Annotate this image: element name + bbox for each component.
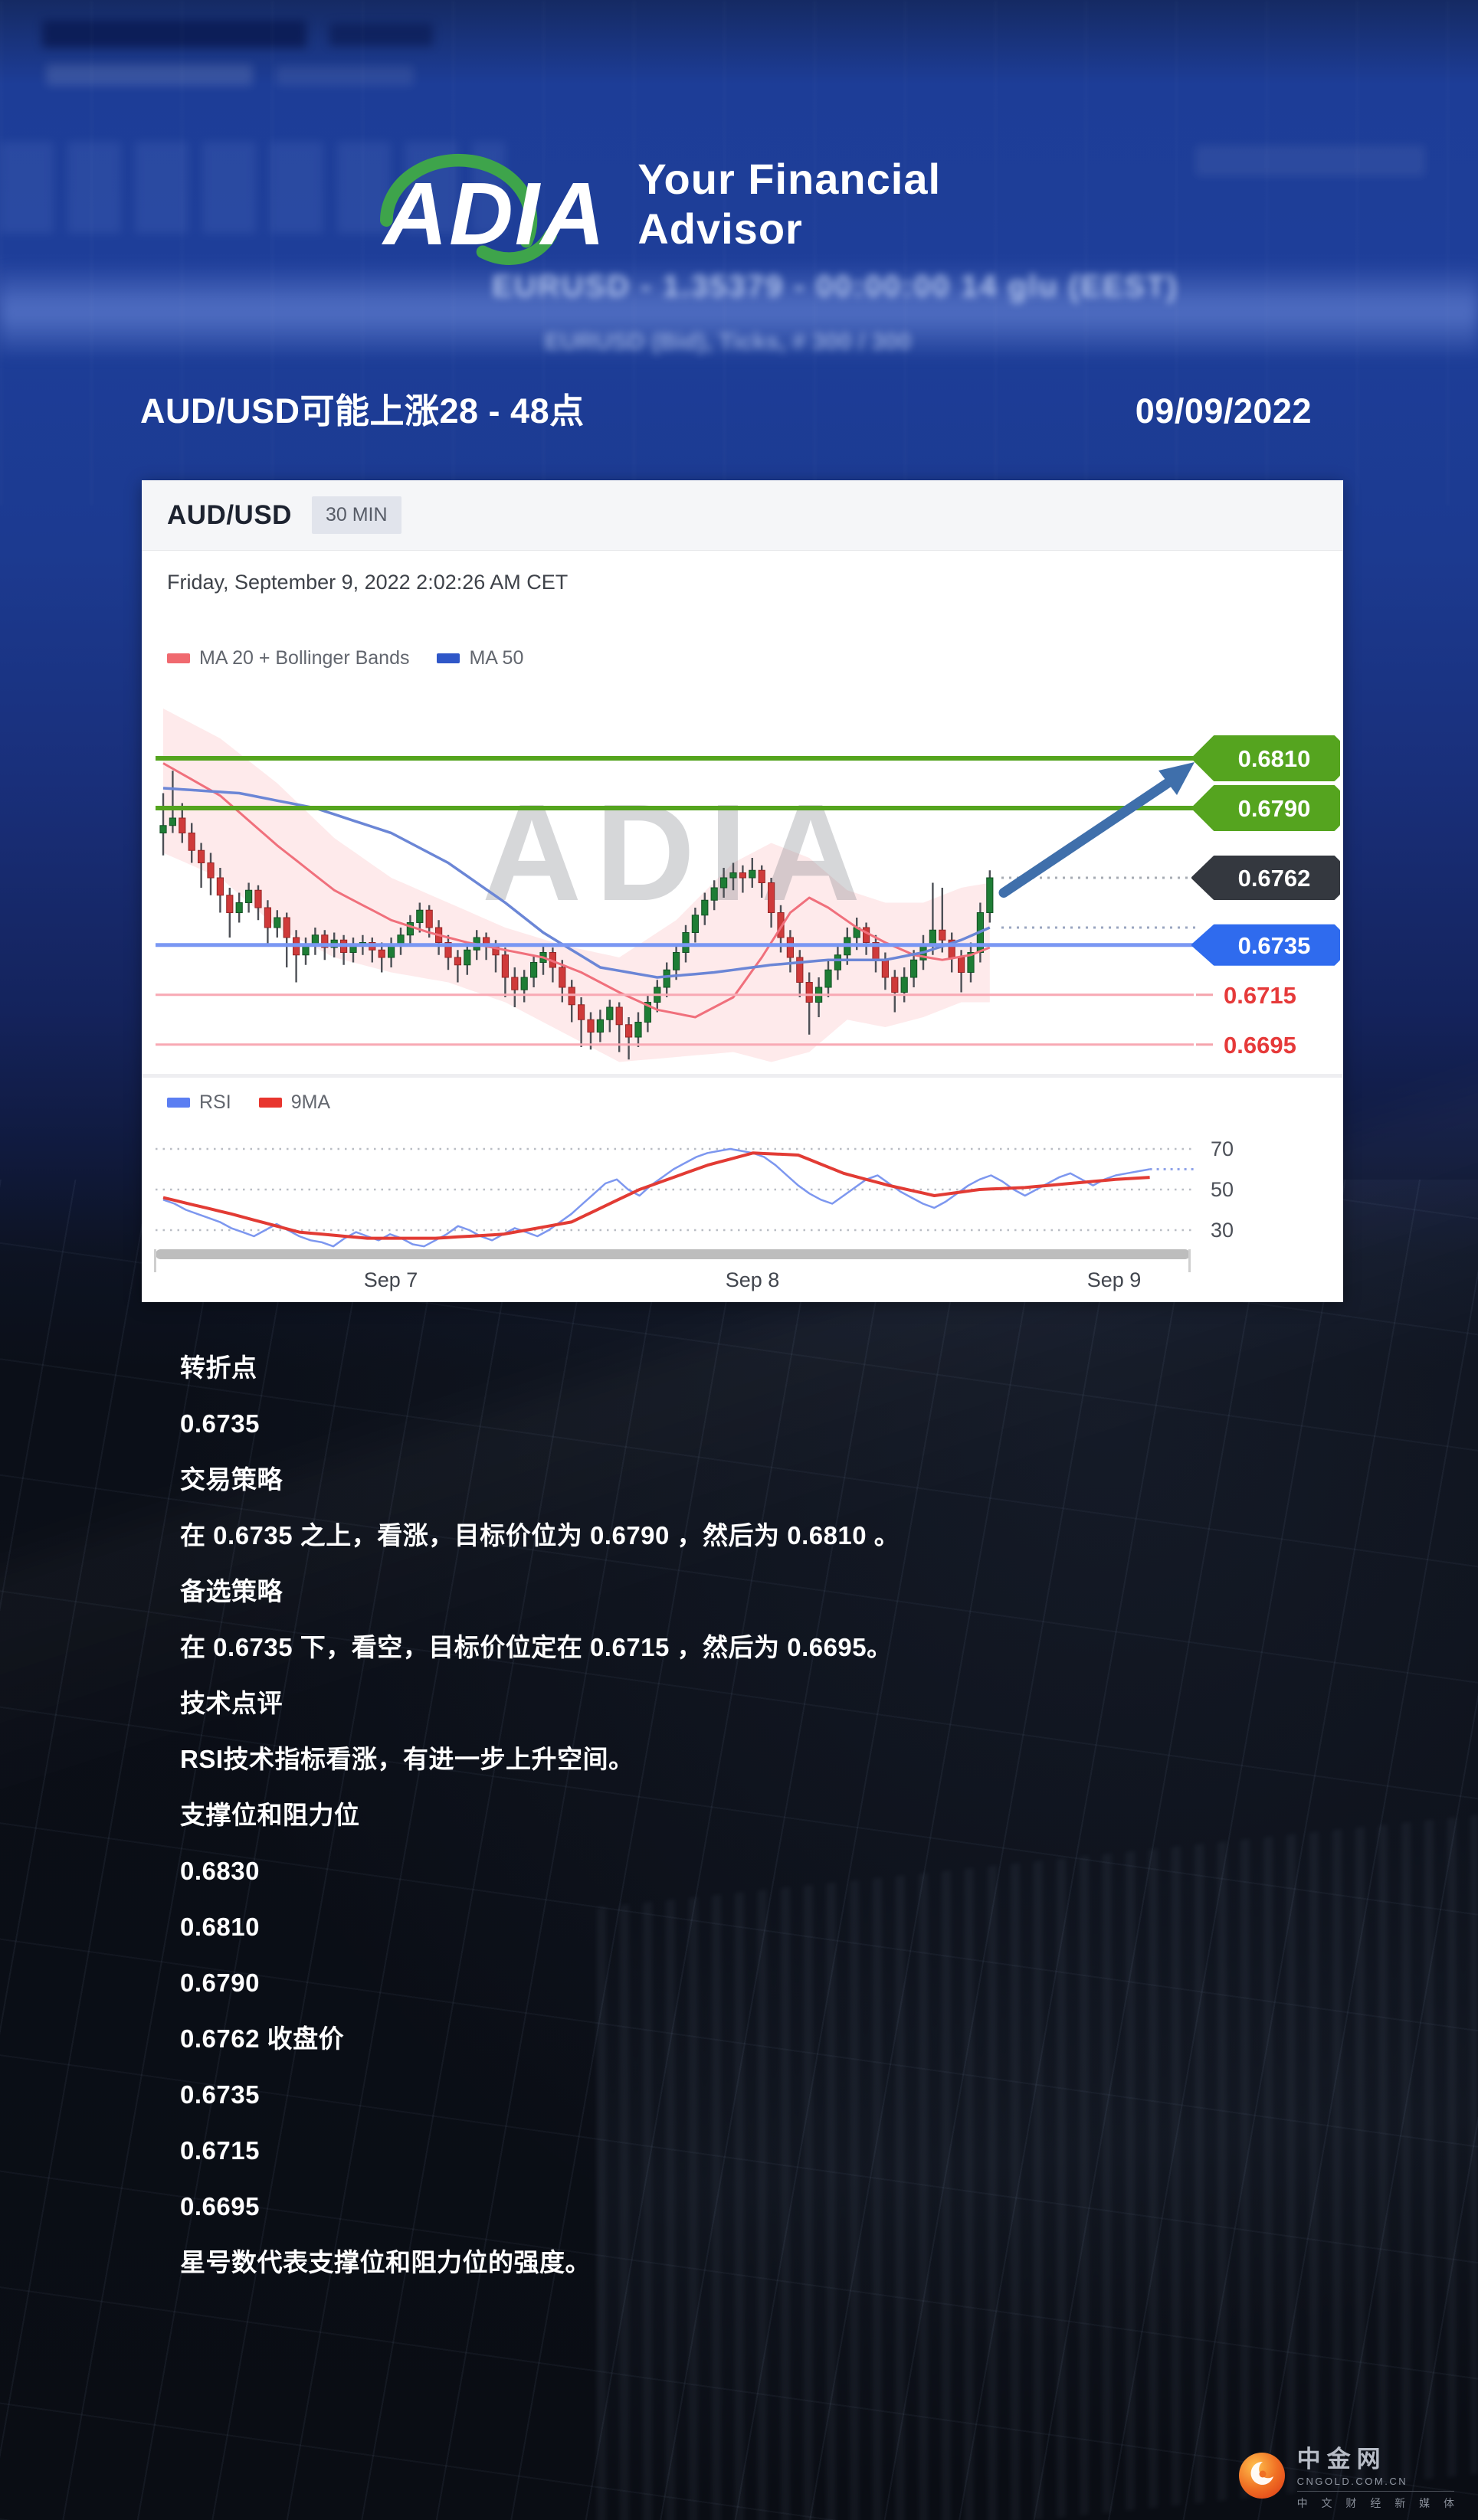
svg-text:Sep 8: Sep 8 [726, 1268, 780, 1291]
legend-item-rsi: RSI [167, 1091, 231, 1114]
bg-blurred-quote-line-1: EURUSD - 1.35379 - 00:00:00 14 glu (EEST… [492, 270, 1178, 303]
footer-brand: 中金网 CNGOLD.COM.CN 中 文 财 经 新 媒 体 [1237, 2440, 1460, 2511]
analysis-text: 转折点 0.6735 交易策略在 0.6735 之上，看涨，目标价位为 0.6790… [180, 1354, 900, 2276]
brand-tagline: Your Financial Advisor [637, 154, 942, 253]
ma9-swatch-icon [258, 1098, 282, 1108]
analysis-line: 星号数代表支撑位和阻力位的强度。 [180, 2248, 591, 2276]
analysis-line: 在 0.6735 之上，看涨，目标价位为 0.6790 ，然后为 0.6810 … [180, 1521, 900, 1550]
chart-scrollbar[interactable] [156, 1249, 1190, 1259]
legend-label: 9MA [290, 1091, 331, 1113]
legend-label: RSI [199, 1091, 231, 1113]
background-trading-photo [0, 1180, 1478, 2520]
cngold-logo-icon [1238, 2452, 1285, 2499]
background-quote-tags [0, 142, 506, 234]
symbol-label: AUD/USD [167, 499, 292, 530]
chart-panel: AUD/USD 30 MIN Friday, September 9, 2022… [142, 480, 1343, 1302]
rsi-legend: RSI 9MA [167, 1091, 330, 1114]
footer-brand-domain: CNGOLD.COM.CN [1296, 2476, 1408, 2487]
svg-text:30: 30 [1211, 1219, 1234, 1242]
svg-text:0.6715: 0.6715 [1224, 982, 1296, 1009]
analysis-line: 0.6735 [180, 1409, 260, 1438]
analysis-line: 0.6715 [180, 2136, 260, 2165]
analysis-line: 交易策略 [180, 1465, 283, 1494]
legend-label: MA 20 + Bollinger Bands [199, 647, 410, 669]
background-column-streaks [0, 0, 1478, 506]
footer-brand-divider [1296, 2491, 1454, 2492]
footer-brand-tagline: 中 文 财 经 新 媒 体 [1296, 2497, 1460, 2509]
chart-panel-header: AUD/USD 30 MIN [142, 480, 1343, 551]
analysis-line: 0.6810 [180, 1913, 260, 1941]
legend-item-ma20-bollinger: MA 20 + Bollinger Bands [167, 647, 409, 669]
analysis-line: RSI技术指标看涨，有进一步上升空间。 [180, 1745, 634, 1773]
legend-item-ma50: MA 50 [437, 647, 523, 669]
ma20-swatch-icon [167, 653, 190, 663]
analysis-line: 转折点 [180, 1353, 257, 1382]
watermark: ADIA [482, 776, 874, 930]
svg-text:0.6735: 0.6735 [1238, 932, 1311, 959]
scrollbar-right-tick [1188, 1249, 1191, 1272]
svg-text:Sep 9: Sep 9 [1087, 1268, 1142, 1291]
analysis-line: 0.6762 收盘价 [180, 2024, 345, 2053]
chart-timestamp: Friday, September 9, 2022 2:02:26 AM CET [167, 571, 569, 594]
rsi-swatch-icon [167, 1098, 190, 1108]
analysis-line: 0.6735 [180, 2080, 260, 2109]
ma50-swatch-icon [437, 653, 460, 663]
price-legend: MA 20 + Bollinger Bands MA 50 [167, 647, 523, 669]
adia-logo-text: ADIA [381, 164, 606, 263]
svg-text:0.6790: 0.6790 [1238, 795, 1311, 822]
analysis-line: 0.6790 [180, 1969, 260, 1997]
svg-text:70: 70 [1211, 1137, 1234, 1160]
background-light-band [0, 267, 1478, 360]
page-date: 09/09/2022 [1135, 391, 1312, 430]
timeframe-badge[interactable]: 30 MIN [311, 496, 401, 534]
analysis-line: 0.6695 [180, 2192, 260, 2221]
price-chart-svg: ADIA 0.6810 0.6790 0.6762 0.6735 0.6715 0.669… [142, 709, 1343, 1291]
legend-item-9ma: 9MA [258, 1091, 331, 1114]
title-row: AUD/USD可能上涨28 - 48点 09/09/2022 [140, 383, 1312, 433]
svg-text:50: 50 [1211, 1178, 1234, 1201]
svg-text:0.6695: 0.6695 [1224, 1032, 1296, 1059]
legend-label: MA 50 [469, 647, 524, 669]
analysis-line: 技术点评 [180, 1689, 283, 1717]
footer-brand-name: 中金网 [1296, 2446, 1387, 2473]
svg-text:0.6762: 0.6762 [1238, 865, 1311, 892]
analysis-line: 在 0.6735 下，看空，目标价位定在 0.6715 ，然后为 0.6695。 [180, 1633, 893, 1661]
analysis-line: 支撑位和阻力位 [180, 1801, 360, 1829]
bg-blurred-quote-line-2: EURUSD (Bid), Ticks, # 300 / 300 [544, 328, 912, 355]
analysis-line: 备选策略 [180, 1577, 283, 1605]
svg-text:Sep 7: Sep 7 [364, 1268, 418, 1291]
brand-header: ADIA Your Financial Advisor [369, 129, 1109, 278]
adia-logo-icon: ADIA [379, 153, 606, 265]
analysis-line: 0.6830 [180, 1857, 260, 1885]
page-title: AUD/USD可能上涨28 - 48点 [140, 391, 585, 430]
scrollbar-left-tick [154, 1249, 156, 1272]
svg-text:0.6810: 0.6810 [1238, 745, 1311, 772]
